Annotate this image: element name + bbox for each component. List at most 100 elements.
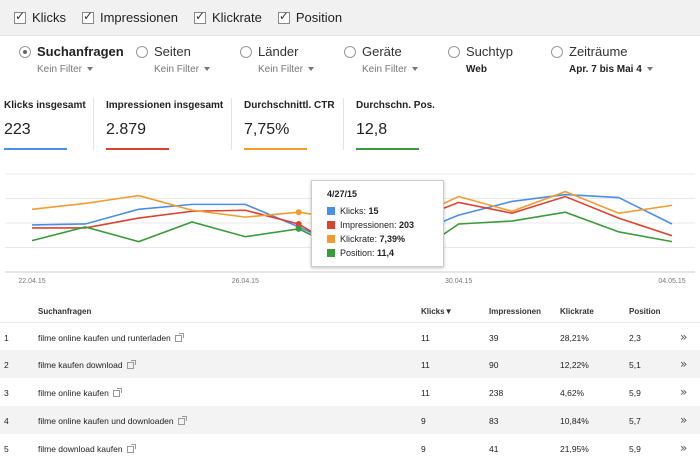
query-link[interactable]: filme online kaufen: [38, 388, 122, 398]
total-label: Durchschn. Pos.: [356, 100, 435, 111]
total-klicks[interactable]: Klicks insgesamt 223: [4, 96, 86, 152]
dimension-label: Seiten: [154, 44, 191, 59]
filter-dropdown[interactable]: Apr. 7 bis Mai 4: [569, 64, 653, 75]
tooltip-row-value: 7,39%: [379, 234, 406, 244]
double-chevron-right-icon[interactable]: »: [680, 357, 688, 371]
cell-impressions: 83: [489, 416, 499, 426]
checkbox-label: Klickrate: [212, 10, 262, 25]
totals-row: Klicks insgesamt 223 Impressionen insges…: [0, 96, 700, 156]
cell-position: 5,9: [629, 388, 641, 398]
checkbox-checked-icon[interactable]: [14, 9, 26, 24]
checkbox-klicks[interactable]: Klicks: [14, 9, 66, 25]
caret-down-icon: [204, 67, 211, 72]
filter-dropdown[interactable]: Kein Filter: [37, 64, 94, 75]
caret-down-icon: [87, 67, 94, 72]
table-row[interactable]: 3 filme online kaufen 11 238 4,62% 5,9 »: [0, 378, 700, 406]
metric-checkbox-bar: Klicks Impressionen Klickrate Position: [0, 0, 700, 36]
table-row[interactable]: 1 filme online kaufen und runterladen 11…: [0, 322, 700, 350]
checkbox-position[interactable]: Position: [277, 9, 343, 25]
cell-ctr: 4,62%: [560, 388, 585, 398]
query-link[interactable]: filme download kaufen: [38, 444, 136, 454]
tooltip-row-name: Klicks: [340, 206, 364, 216]
radio-icon[interactable]: [136, 46, 148, 58]
checkbox-label: Klicks: [32, 10, 66, 25]
tooltip-row-value: 203: [399, 220, 415, 230]
dimension-label: Geräte: [362, 44, 402, 59]
total-label: Klicks insgesamt: [4, 100, 86, 111]
query-link[interactable]: filme kaufen download: [38, 360, 136, 370]
cell-ctr: 28,21%: [560, 333, 589, 343]
radio-icon[interactable]: [448, 46, 460, 58]
tooltip-row-name: Klickrate: [340, 234, 375, 244]
header-klickrate[interactable]: Klickrate: [560, 307, 594, 316]
header-suchanfragen[interactable]: Suchanfragen: [38, 307, 92, 316]
radio-selected-icon[interactable]: [19, 46, 31, 58]
query-text: filme online kaufen: [38, 388, 109, 398]
query-text: filme online kaufen und runterladen: [38, 333, 171, 343]
total-value: 2.879: [106, 121, 147, 138]
total-value: 12,8: [356, 121, 388, 138]
external-link-icon[interactable]: [126, 360, 136, 369]
radio-icon[interactable]: [344, 46, 356, 58]
header-position[interactable]: Position: [629, 307, 661, 316]
tooltip-row-value: 15: [368, 206, 379, 216]
cell-clicks: 9: [421, 416, 426, 426]
table-row[interactable]: 2 filme kaufen download 11 90 12,22% 5,1…: [0, 350, 700, 378]
filter-value: Kein Filter: [362, 64, 408, 75]
filter-dropdown[interactable]: Kein Filter: [362, 64, 419, 75]
external-link-icon[interactable]: [126, 444, 136, 453]
total-color-bar: [106, 148, 169, 150]
external-link-icon[interactable]: [174, 333, 184, 342]
query-text: filme kaufen download: [38, 360, 123, 370]
external-link-icon[interactable]: [177, 416, 187, 425]
double-chevron-right-icon[interactable]: »: [680, 413, 688, 427]
filter-dropdown[interactable]: Kein Filter: [154, 64, 211, 75]
cell-impressions: 39: [489, 333, 499, 343]
double-chevron-right-icon[interactable]: »: [680, 330, 688, 344]
table-row[interactable]: 4 filme online kaufen und downloaden 9 8…: [0, 406, 700, 434]
checkbox-checked-icon[interactable]: [277, 9, 290, 24]
chart-tooltip: 4/27/15 Klicks: 15 Impressionen: 203 Kli…: [311, 180, 444, 267]
total-impressionen[interactable]: Impressionen insgesamt 2.879: [106, 96, 223, 152]
row-number: 3: [4, 388, 9, 398]
filter-value: Kein Filter: [258, 64, 304, 75]
divider: [231, 98, 232, 150]
checkbox-label: Position: [295, 10, 343, 25]
cell-impressions: 238: [489, 388, 504, 398]
total-position[interactable]: Durchschn. Pos. 12,8: [356, 96, 435, 152]
tooltip-row-klicks: Klicks: 15: [327, 206, 379, 216]
double-chevron-right-icon[interactable]: »: [680, 441, 688, 455]
filter-dropdown[interactable]: Kein Filter: [258, 64, 315, 75]
query-link[interactable]: filme online kaufen und runterladen: [38, 333, 184, 343]
external-link-icon[interactable]: [112, 388, 122, 397]
radio-icon[interactable]: [551, 46, 563, 58]
filter-dropdown[interactable]: Web: [466, 64, 487, 75]
checkbox-impressionen[interactable]: Impressionen: [81, 9, 178, 25]
total-label: Impressionen insgesamt: [106, 100, 224, 111]
checkbox-checked-icon[interactable]: [81, 9, 94, 24]
dimension-label: Länder: [258, 44, 299, 59]
header-impressionen[interactable]: Impressionen: [489, 307, 542, 316]
x-tick-label: 26.04.15: [232, 278, 259, 285]
checkbox-label: Impressionen: [99, 10, 178, 25]
cell-clicks: 9: [421, 444, 426, 454]
query-link[interactable]: filme online kaufen und downloaden: [38, 416, 187, 426]
query-text: filme download kaufen: [38, 444, 123, 454]
double-chevron-right-icon[interactable]: »: [680, 385, 688, 399]
caret-down-icon: [308, 67, 315, 72]
filter-value: Web: [466, 64, 487, 75]
radio-icon[interactable]: [240, 46, 252, 58]
divider: [93, 98, 94, 150]
total-value: 223: [4, 121, 31, 138]
cell-impressions: 90: [489, 360, 499, 370]
total-ctr[interactable]: Durchschnittl. CTR 7,75%: [244, 96, 335, 152]
cell-ctr: 10,84%: [560, 416, 589, 426]
checkbox-checked-icon[interactable]: [194, 9, 206, 24]
cell-clicks: 11: [421, 333, 430, 343]
legend-swatch: [327, 249, 335, 257]
header-klicks[interactable]: Klicks▼: [421, 307, 453, 316]
cell-clicks: 11: [421, 360, 430, 370]
table-row[interactable]: 5 filme download kaufen 9 41 21,95% 5,9 …: [0, 434, 700, 462]
checkbox-klickrate[interactable]: Klickrate: [194, 9, 262, 25]
cell-position: 5,7: [629, 416, 641, 426]
